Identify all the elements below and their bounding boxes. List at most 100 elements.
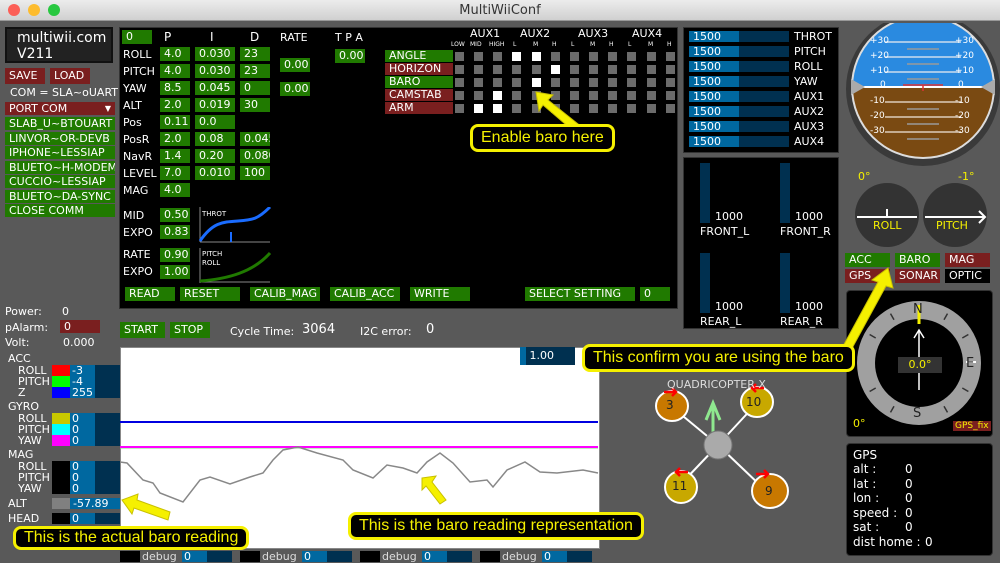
aux-checkbox[interactable] [627,78,636,87]
aux-checkbox[interactable] [532,104,541,113]
mode-baro[interactable]: BARO [385,76,453,88]
aux-checkbox[interactable] [512,65,521,74]
pid-p-input[interactable]: 1.4 [160,149,190,163]
aux-checkbox[interactable] [455,91,464,100]
aux-checkbox[interactable] [474,104,483,113]
aux-checkbox[interactable] [551,78,560,87]
pid-p-input[interactable]: 8.5 [160,81,190,95]
aux-checkbox[interactable] [570,104,579,113]
aux-checkbox[interactable] [455,65,464,74]
port-com-dropdown[interactable]: PORT COM ▼ [5,102,115,115]
write-button[interactable]: WRITE [410,287,470,301]
aux-checkbox[interactable] [493,78,502,87]
rc-rate-input[interactable]: 0.90 [160,248,190,262]
port-item[interactable]: SLAB_U~BTOUART [5,117,115,130]
pid-i-input[interactable]: 0.0 [195,115,235,129]
start-button[interactable]: START [120,322,165,338]
pid-p-input[interactable]: 4.0 [160,64,190,78]
aux-checkbox[interactable] [589,52,598,61]
mode-arm[interactable]: ARM [385,102,453,114]
aux-checkbox[interactable] [666,104,675,113]
aux-checkbox[interactable] [608,104,617,113]
aux-checkbox[interactable] [627,65,636,74]
rate-yaw-input[interactable]: 0.00 [280,82,310,96]
aux-checkbox[interactable] [589,65,598,74]
load-button[interactable]: LOAD [50,68,90,84]
aux-checkbox[interactable] [474,78,483,87]
close-button[interactable] [8,4,20,16]
aux-checkbox[interactable] [455,78,464,87]
pid-p-input[interactable]: 0.11 [160,115,190,129]
aux-checkbox[interactable] [666,65,675,74]
pid-d-input[interactable]: 30 [240,98,270,112]
aux-checkbox[interactable] [589,91,598,100]
aux-checkbox[interactable] [551,65,560,74]
aux-checkbox[interactable] [570,52,579,61]
aux-checkbox[interactable] [493,104,502,113]
pid-i-input[interactable]: 0.019 [195,98,235,112]
rate-roll-pitch-input[interactable]: 0.00 [280,58,310,72]
pid-i-input[interactable]: 0.030 [195,64,235,78]
aux-checkbox[interactable] [551,91,560,100]
aux-checkbox[interactable] [666,52,675,61]
mode-horizon[interactable]: HORIZON [385,63,453,75]
aux-checkbox[interactable] [532,65,541,74]
aux-checkbox[interactable] [627,52,636,61]
aux-checkbox[interactable] [627,104,636,113]
port-item[interactable]: BLUETO~DA-SYNC [5,189,115,203]
mode-angle[interactable]: ANGLE [385,50,453,62]
pid-i-input[interactable]: 0.20 [195,149,235,163]
aux-checkbox[interactable] [493,65,502,74]
select-setting-button[interactable]: SELECT SETTING [525,287,635,301]
aux-checkbox[interactable] [474,91,483,100]
aux-checkbox[interactable] [532,91,541,100]
aux-checkbox[interactable] [532,52,541,61]
aux-checkbox[interactable] [455,52,464,61]
aux-checkbox[interactable] [647,78,656,87]
pid-d-input[interactable]: 100 [240,166,270,180]
pid-d-input[interactable]: 23 [240,47,270,61]
pid-p-input[interactable]: 7.0 [160,166,190,180]
pid-d-input[interactable]: 0 [240,81,270,95]
throttle-expo-input[interactable]: 0.83 [160,225,190,239]
pid-d-input[interactable]: 0.080 [240,149,270,163]
port-item[interactable]: CLOSE COMM [5,204,115,217]
read-button[interactable]: READ [125,287,175,301]
pid-p-input[interactable]: 4.0 [160,47,190,61]
pid-p-input[interactable]: 4.0 [160,183,190,197]
aux-checkbox[interactable] [532,78,541,87]
aux-checkbox[interactable] [512,91,521,100]
port-item[interactable]: CUCCIO~LESSIAP [5,175,115,188]
aux-checkbox[interactable] [608,65,617,74]
pid-i-input[interactable]: 0.08 [195,132,235,146]
port-item[interactable]: LINVOR~OR-DEVB [5,131,115,145]
aux-checkbox[interactable] [627,91,636,100]
pid-p-input[interactable]: 2.0 [160,98,190,112]
aux-checkbox[interactable] [666,78,675,87]
port-item[interactable]: BLUETO~H-MODEM [5,160,115,174]
aux-checkbox[interactable] [551,52,560,61]
mode-camstab[interactable]: CAMSTAB [385,89,453,101]
aux-checkbox[interactable] [455,104,464,113]
pid-p-input[interactable]: 2.0 [160,132,190,146]
aux-checkbox[interactable] [608,78,617,87]
zoom-button[interactable] [48,4,60,16]
aux-checkbox[interactable] [647,104,656,113]
aux-checkbox[interactable] [589,104,598,113]
palarm-input[interactable]: 0 [60,320,100,333]
aux-checkbox[interactable] [608,52,617,61]
aux-checkbox[interactable] [493,91,502,100]
calib-acc-button[interactable]: CALIB_ACC [330,287,400,301]
pid-i-input[interactable]: 0.010 [195,166,235,180]
rc-expo-input[interactable]: 1.00 [160,265,190,279]
aux-checkbox[interactable] [570,91,579,100]
aux-checkbox[interactable] [474,65,483,74]
pid-i-input[interactable]: 0.045 [195,81,235,95]
aux-checkbox[interactable] [512,104,521,113]
pid-d-input[interactable]: 0.045 [240,132,270,146]
reset-button[interactable]: RESET [180,287,240,301]
aux-checkbox[interactable] [493,52,502,61]
setting-value[interactable]: 0 [640,287,670,301]
pid-i-input[interactable]: 0.030 [195,47,235,61]
minimize-button[interactable] [28,4,40,16]
